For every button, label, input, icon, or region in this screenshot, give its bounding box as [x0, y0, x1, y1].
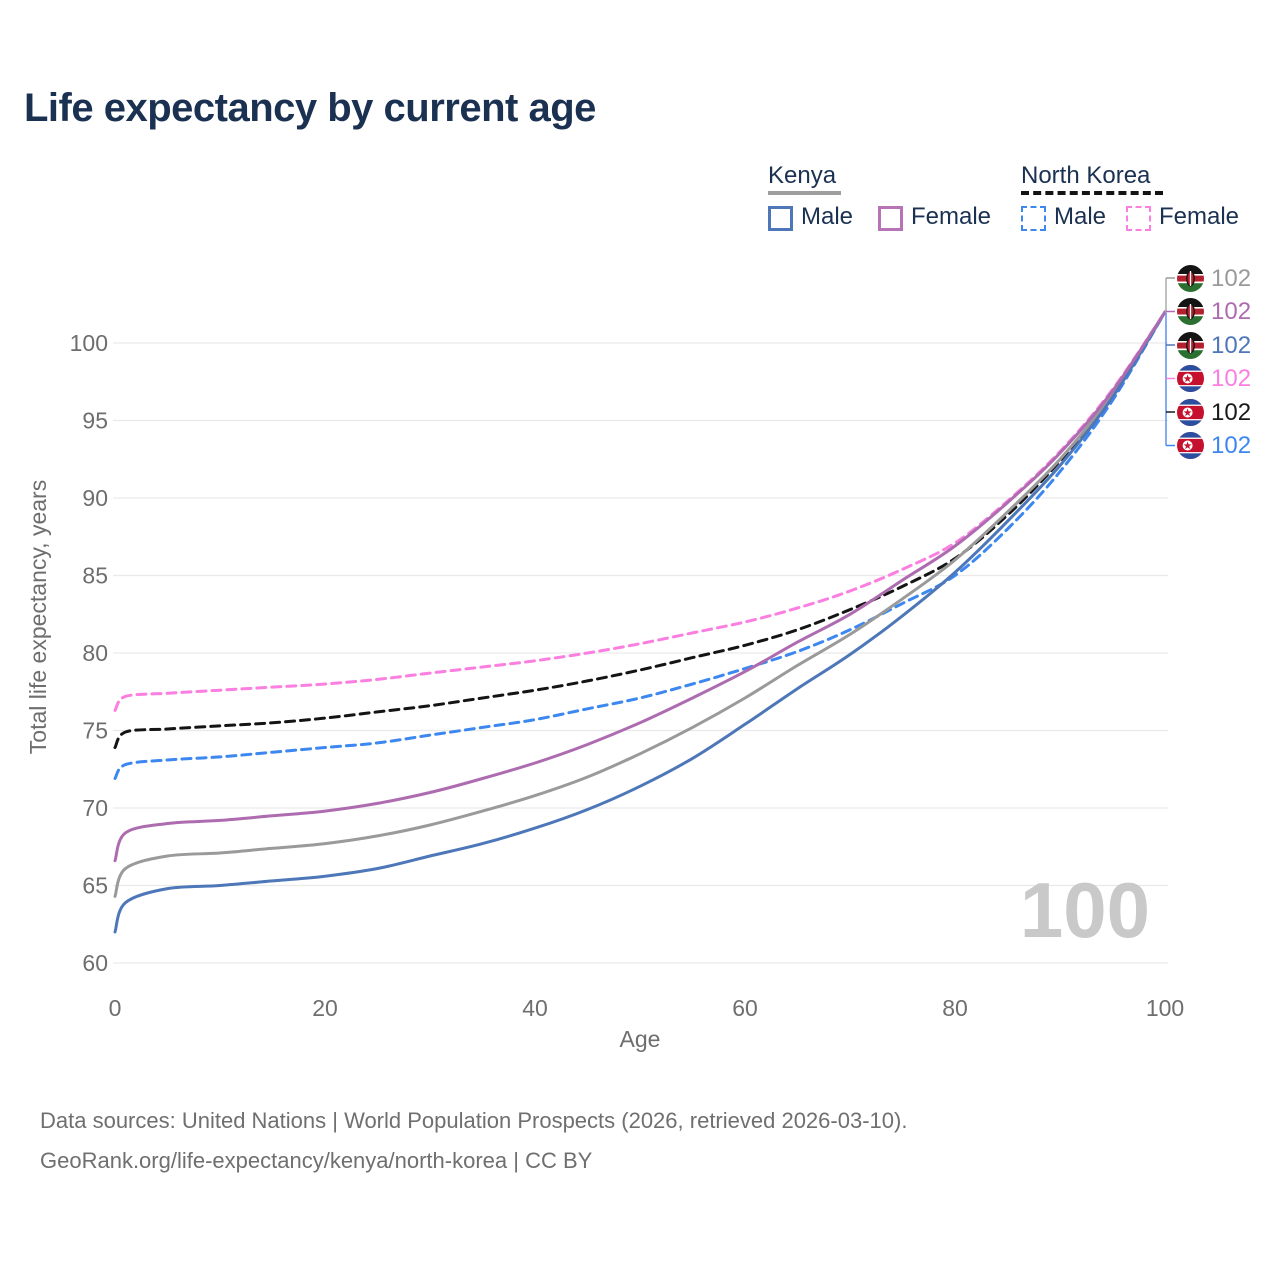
age-100-watermark: 100 [1020, 866, 1150, 954]
north-korea-flag-icon [1177, 432, 1204, 459]
north-korea-flag-icon [1177, 365, 1204, 392]
y-axis-tick-labels: 60 65 70 75 80 85 90 95 100 [70, 330, 108, 976]
y-tick-label: 95 [82, 408, 108, 434]
x-tick-label: 40 [522, 995, 548, 1021]
y-tick-label: 85 [82, 563, 108, 589]
kenya-flag-icon [1177, 298, 1204, 325]
x-tick-label: 80 [942, 995, 968, 1021]
legend-group-north-korea: North Korea [1021, 162, 1151, 189]
legend-label-kenya-female[interactable]: Female [911, 203, 992, 230]
legend-swatch-nk-female[interactable] [1126, 206, 1151, 231]
end-label-leader-lines [1165, 277, 1175, 447]
legend-swatch-kenya-male[interactable] [768, 206, 793, 231]
x-axis-tick-labels: 0 20 40 60 80 100 [109, 995, 1185, 1021]
legend-kenya-line-sample [768, 191, 841, 195]
gridlines [113, 342, 1168, 964]
attribution-text: GeoRank.org/life-expectancy/kenya/north-… [40, 1148, 593, 1173]
y-axis-title: Total life expectancy, years [25, 480, 51, 754]
series-line-nk_total[interactable] [113, 310, 1167, 749]
y-tick-label: 80 [82, 640, 108, 666]
north-korea-flag-icon [1177, 398, 1204, 426]
kenya-flag-icon [1177, 264, 1204, 292]
end-label-row-nk_total: 102 [1177, 398, 1252, 426]
y-tick-label: 90 [82, 485, 108, 511]
x-tick-label: 0 [109, 995, 122, 1021]
end-label-row-kenya_male: 102 [1177, 331, 1252, 359]
y-tick-label: 100 [70, 330, 108, 356]
end-value-label: 102 [1211, 365, 1252, 392]
end-value-label: 102 [1211, 264, 1252, 292]
end-label-row-kenya_female: 102 [1177, 298, 1251, 325]
y-tick-label: 65 [82, 873, 108, 899]
end-label-row-nk_male: 102 [1177, 432, 1251, 459]
y-tick-label: 75 [82, 718, 108, 744]
x-axis-title: Age [620, 1026, 661, 1052]
y-tick-label: 60 [82, 950, 108, 976]
x-tick-label: 60 [732, 995, 758, 1021]
legend-north-korea-line-sample [1021, 191, 1163, 195]
series-line-nk_male[interactable] [113, 310, 1167, 780]
x-tick-label: 20 [312, 995, 338, 1021]
x-tick-label: 100 [1146, 995, 1184, 1021]
series-line-kenya_female[interactable] [113, 310, 1167, 863]
end-value-label: 102 [1211, 331, 1252, 359]
end-label-row-nk_female: 102 [1177, 365, 1251, 392]
kenya-flag-icon [1177, 331, 1204, 359]
series-line-kenya_male[interactable] [113, 310, 1167, 934]
end-value-label: 102 [1211, 432, 1252, 459]
legend-group-kenya: Kenya [768, 162, 837, 189]
end-label-row-kenya_total: 102 [1177, 264, 1252, 292]
legend-swatch-kenya-female[interactable] [878, 206, 903, 231]
legend-label-kenya-male[interactable]: Male [801, 203, 854, 230]
series-lines [113, 310, 1167, 934]
end-value-label: 102 [1211, 398, 1252, 426]
page-title: Life expectancy by current age [24, 86, 596, 130]
y-tick-label: 70 [82, 795, 108, 821]
end-value-label: 102 [1211, 298, 1252, 325]
legend-label-nk-male[interactable]: Male [1054, 203, 1107, 230]
data-sources-text: Data sources: United Nations | World Pop… [40, 1108, 908, 1133]
series-line-kenya_total[interactable] [113, 310, 1167, 898]
legend-label-nk-female[interactable]: Female [1159, 203, 1240, 230]
legend-swatch-nk-male[interactable] [1021, 206, 1046, 231]
